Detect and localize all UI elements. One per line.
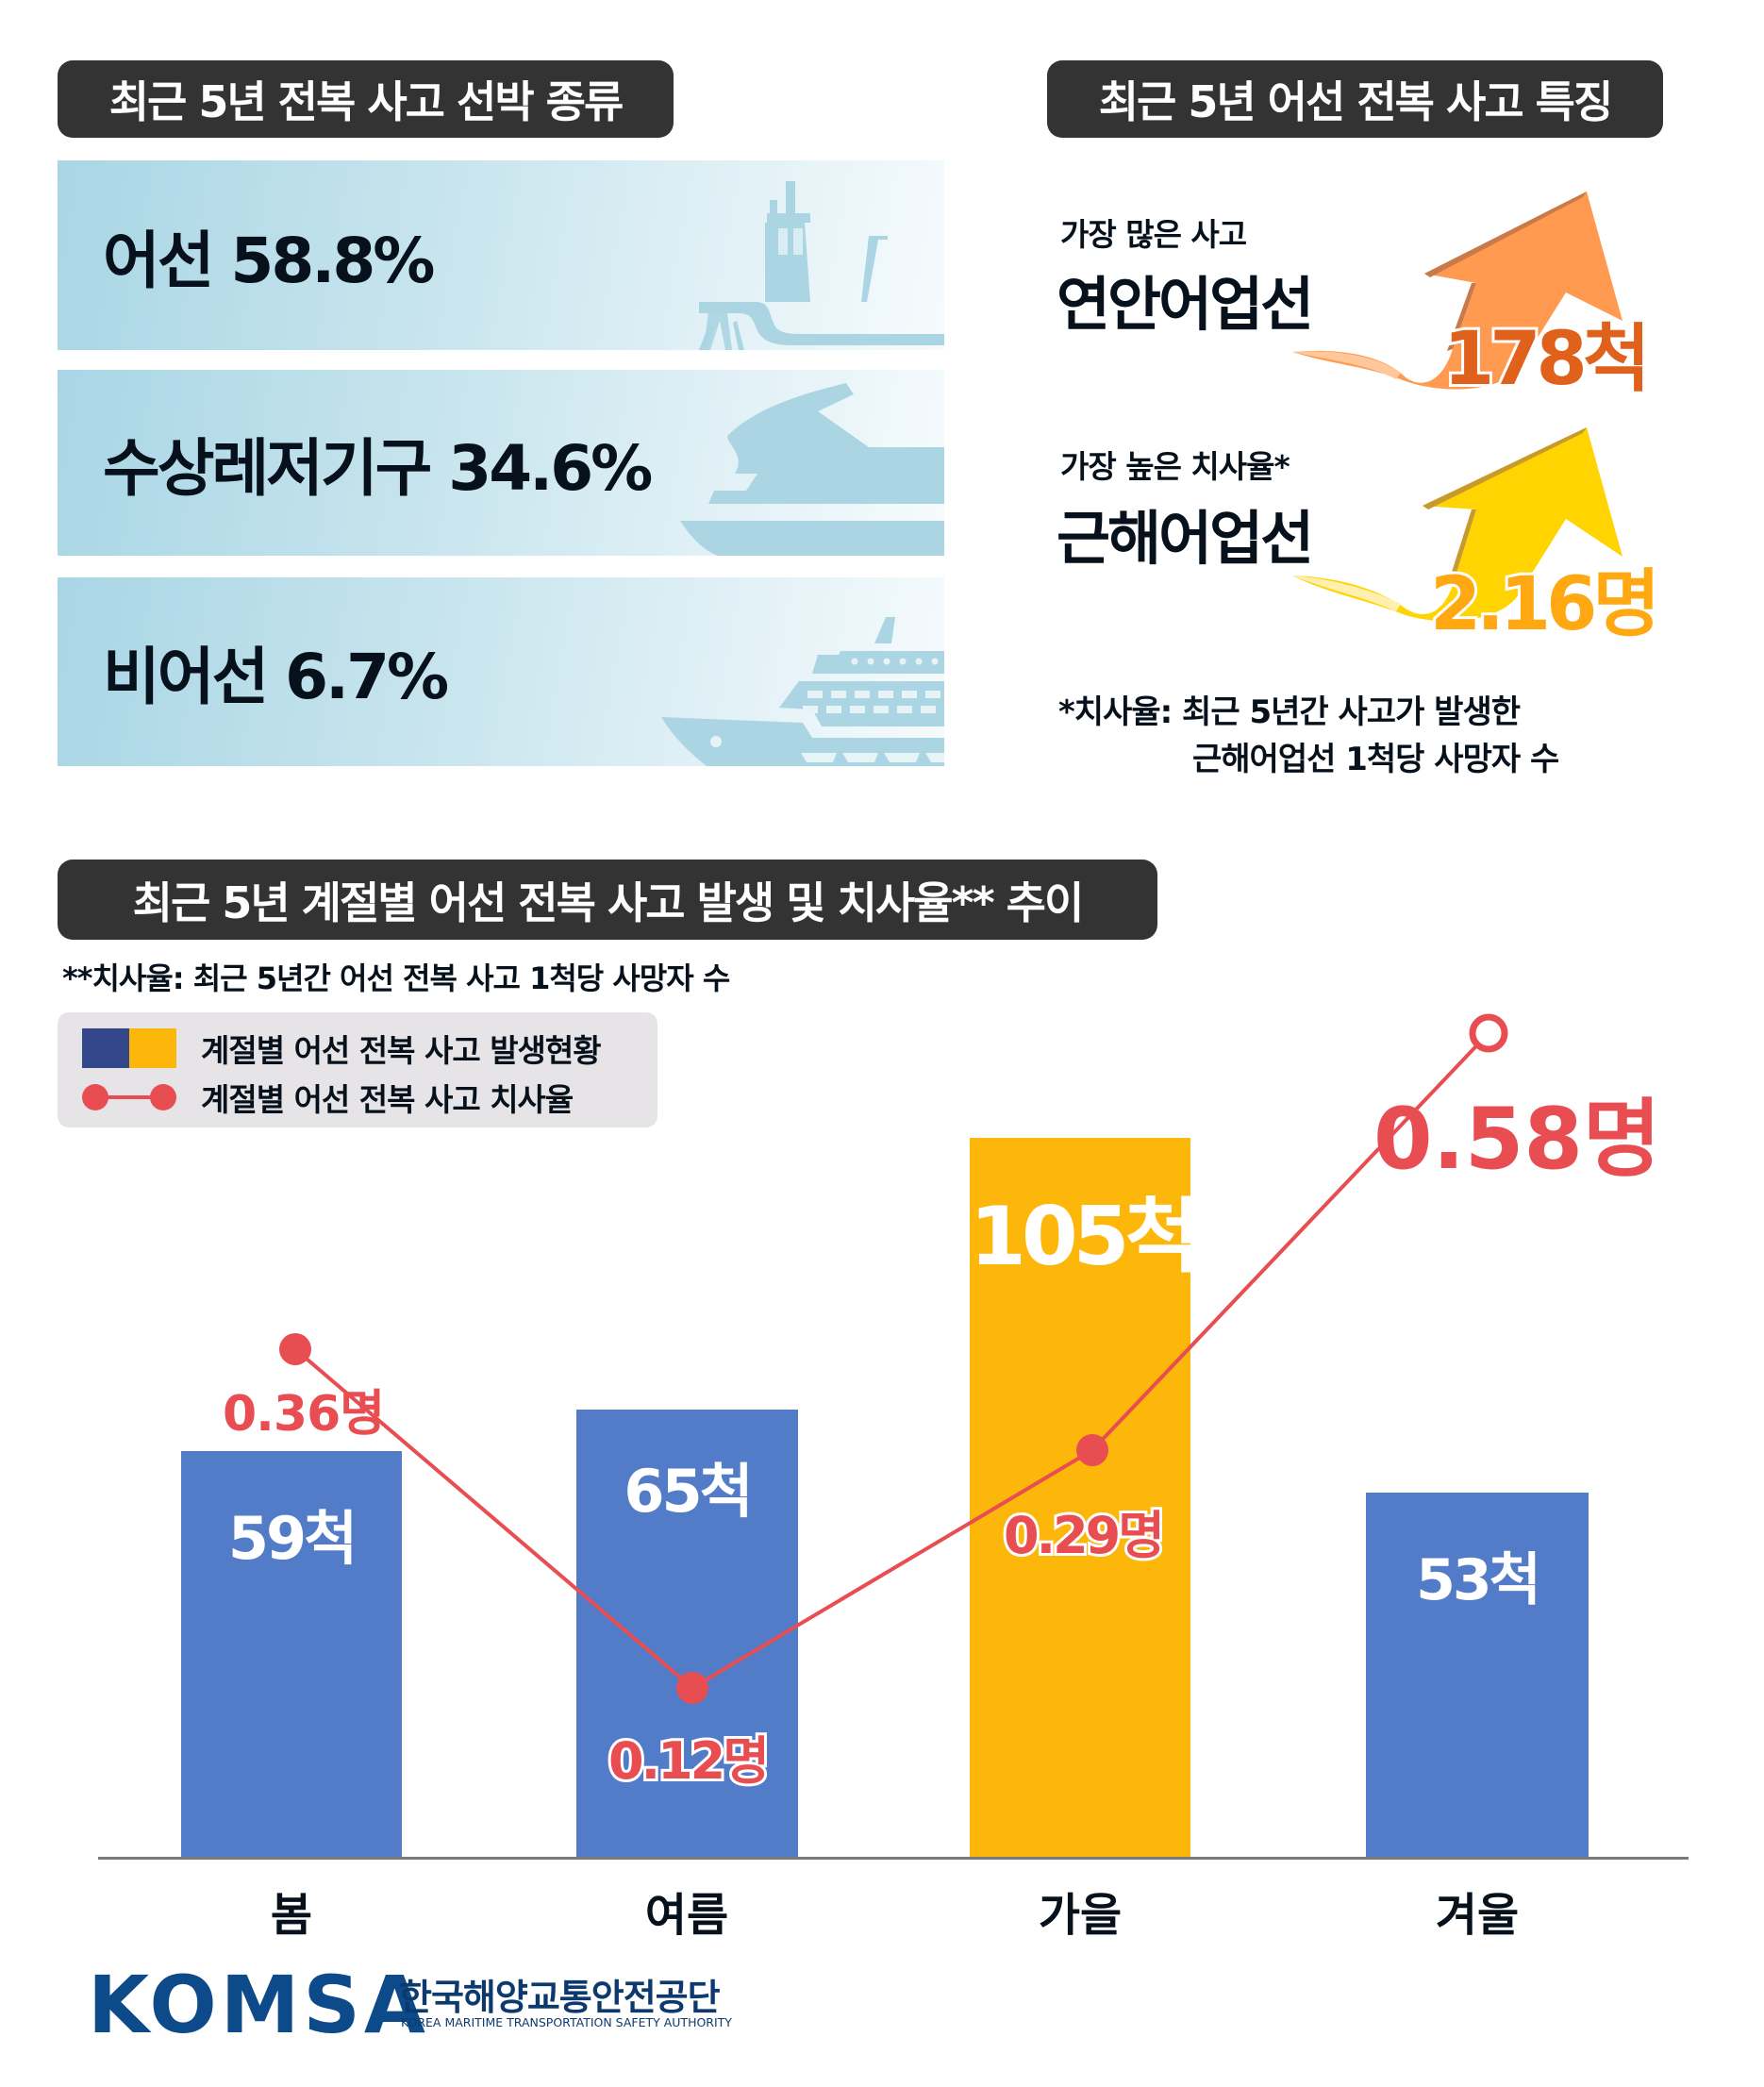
x-tick-summer: 여름 — [644, 1889, 729, 1942]
bar-value-label: 105척 — [970, 1190, 1200, 1284]
rate-label-winter: 0.58명 — [1373, 1090, 1661, 1189]
rate-point-spring — [279, 1333, 311, 1365]
rate-label-summer: 0.12명 — [606, 1728, 773, 1794]
legend-item-line: 계절별 어선 전복 사고 치사율 — [82, 1075, 574, 1120]
legend-swatch-bars-highlight — [129, 1028, 176, 1068]
x-tick-spring: 봄 — [270, 1889, 313, 1942]
legend-line-marker-icon — [82, 1084, 176, 1110]
legend-label-bars: 계절별 어선 전복 사고 발생현황 — [201, 1032, 602, 1069]
cruise-ship-icon — [661, 617, 944, 766]
most-accidents-value: 178척 — [1440, 314, 1654, 405]
rate-point-winter — [1469, 1013, 1508, 1053]
chart-legend: 계절별 어선 전복 사고 발생현황 계절별 어선 전복 사고 치사율 — [58, 1012, 657, 1127]
vessel-type-label: 비어선 6.7% — [103, 641, 449, 713]
highest-fatality-value: 2.16명 — [1427, 559, 1663, 650]
fatality-footnote-line2: 근해어업선 1척당 사망자 수 — [1192, 741, 1559, 778]
vessel-type-non-fishing: 비어선 6.7% — [58, 577, 944, 766]
vessel-type-label: 어선 58.8% — [103, 224, 435, 297]
bar-winter: 53척 — [1366, 1493, 1589, 1857]
legend-swatch-bars — [82, 1028, 129, 1068]
komsa-name-ko: 한국해양교통안전공단 — [399, 1977, 721, 2018]
fatality-definition-note: **치사율: 최근 5년간 어선 전복 사고 1척당 사망자 수 — [62, 960, 730, 996]
section-title-vessel-types: 최근 5년 전복 사고 선박 종류 — [58, 60, 674, 138]
bar-value-label: 53척 — [1416, 1547, 1541, 1613]
highest-fatality-caption: 가장 높은 치사율* — [1060, 448, 1290, 485]
legend-item-bars: 계절별 어선 전복 사고 발생현황 — [82, 1026, 602, 1071]
bar-value-label: 59척 — [227, 1504, 358, 1573]
fatality-footnote-line1: *치사율: 최근 5년간 사고가 발생한 — [1058, 693, 1521, 731]
komsa-logo: KOMSA 한국해양교통안전공단 KOREA MARITIME TRANSPOR… — [88, 1959, 786, 2051]
rate-label-autumn: 0.29명 — [1001, 1503, 1168, 1568]
section-title-fishing-characteristics: 최근 5년 어선 전복 사고 특징 — [1047, 60, 1663, 138]
bar-autumn: 105척 — [970, 1138, 1200, 1857]
komsa-wordmark: KOMSA — [88, 1959, 429, 2051]
yellow-up-arrow-icon — [1292, 427, 1623, 622]
komsa-name-en: KOREA MARITIME TRANSPORTATION SAFETY AUT… — [401, 2015, 732, 2029]
section-title-seasonal-trend: 최근 5년 계절별 어선 전복 사고 발생 및 치사율** 추이 — [58, 860, 1157, 940]
bar-summer: 65척 — [576, 1410, 798, 1857]
rate-point-summer — [676, 1672, 708, 1704]
x-axis-line — [98, 1857, 1689, 1860]
jet-ski-icon — [680, 383, 944, 556]
most-accidents-caption: 가장 많은 사고 — [1060, 216, 1247, 253]
vessel-type-label: 수상레저기구 34.6% — [103, 431, 653, 505]
bar-value-label: 65척 — [624, 1457, 753, 1526]
rate-point-autumn — [1076, 1434, 1108, 1466]
legend-label-line: 계절별 어선 전복 사고 치사율 — [201, 1081, 574, 1118]
bar-spring: 59척 — [181, 1451, 402, 1857]
vessel-type-fishing: 어선 58.8% — [58, 160, 944, 350]
x-tick-winter: 겨울 — [1435, 1889, 1520, 1942]
rate-label-spring: 0.36명 — [223, 1386, 385, 1443]
x-tick-autumn: 가을 — [1038, 1889, 1123, 1942]
orange-up-arrow-icon — [1292, 192, 1623, 390]
most-accidents-type: 연안어업선 — [1057, 270, 1314, 339]
fishing-boat-icon — [699, 181, 944, 350]
highest-fatality-type: 근해어업선 — [1057, 504, 1314, 573]
vessel-type-leisure: 수상레저기구 34.6% — [58, 370, 944, 556]
